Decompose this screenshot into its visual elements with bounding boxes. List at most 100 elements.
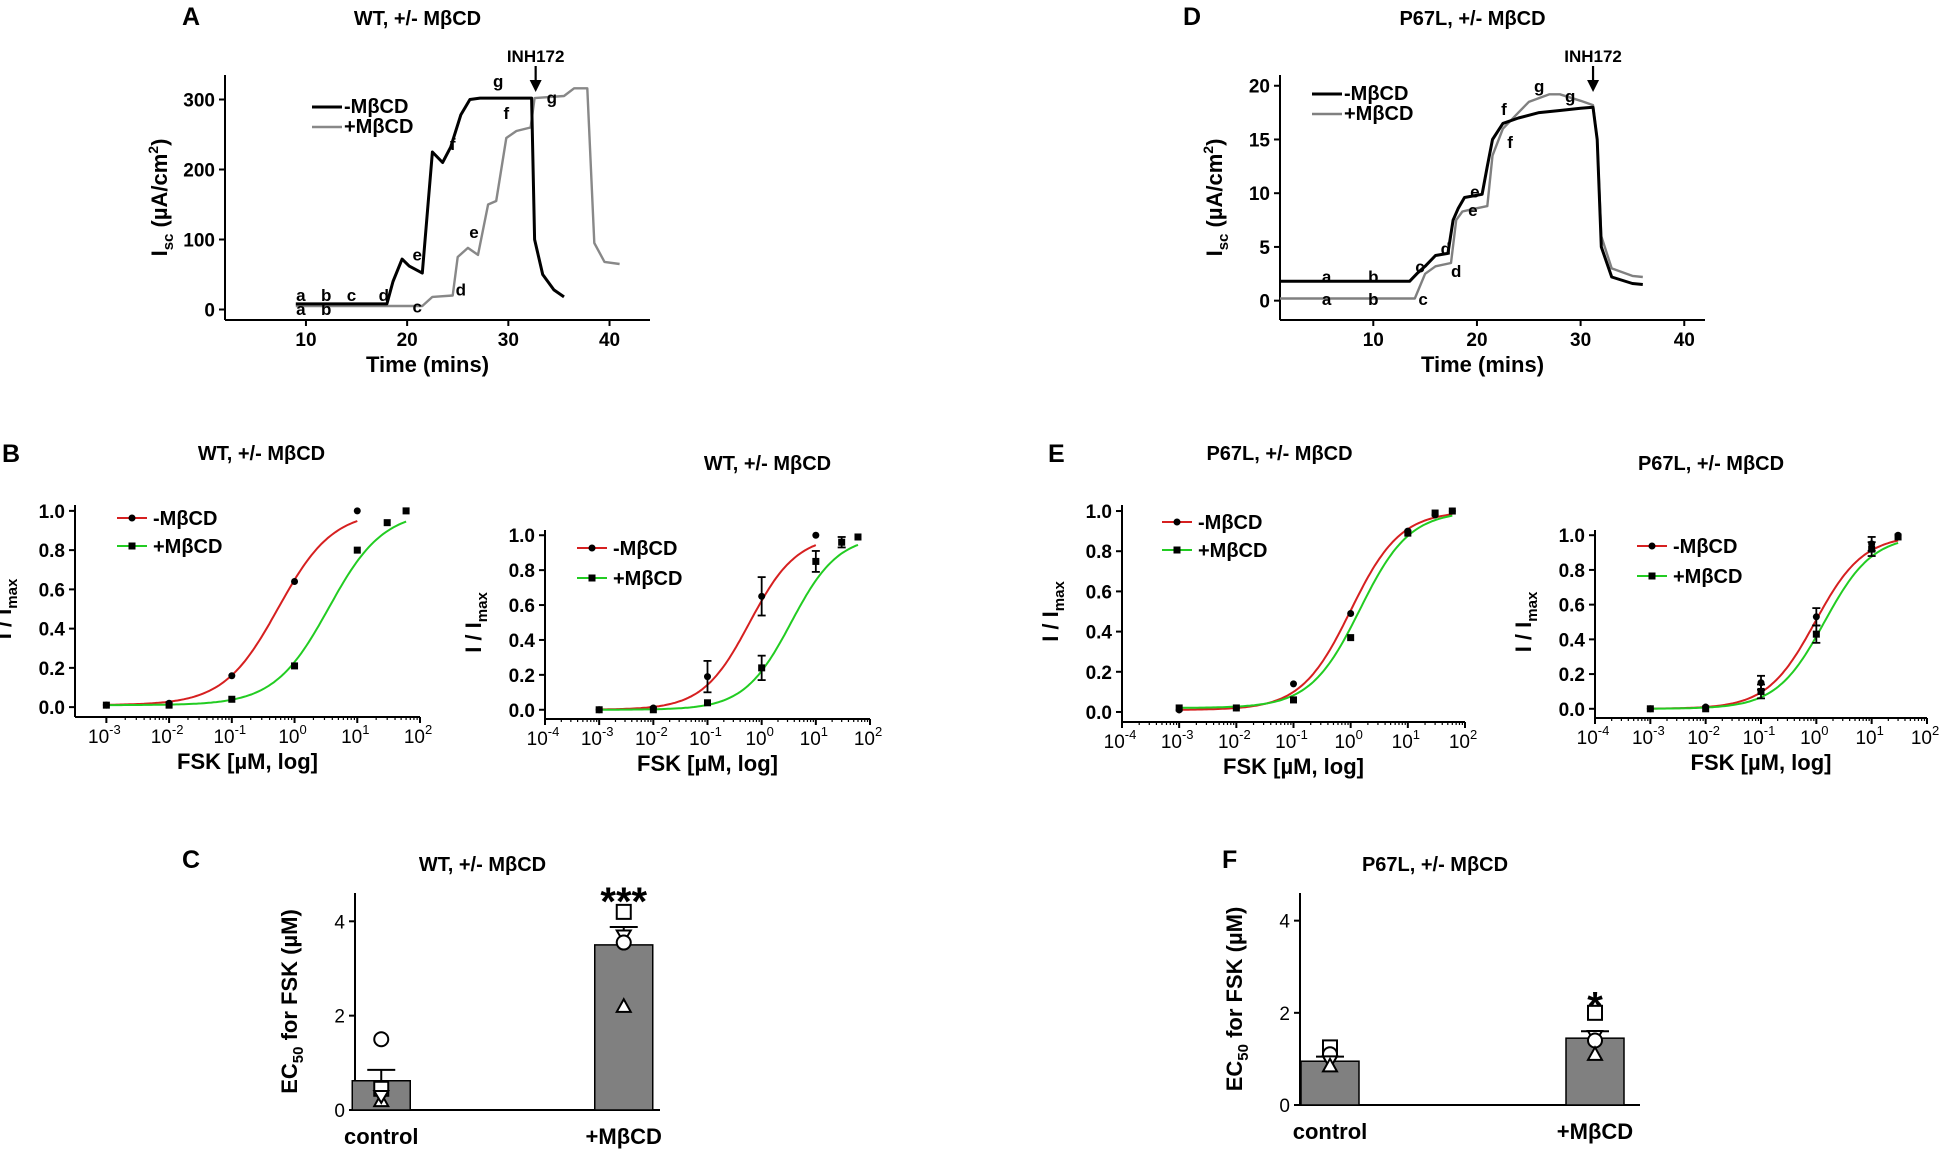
replicate-point-triangle (1321, 1056, 1339, 1073)
legend-entry: -MβCD (1673, 536, 1737, 558)
x-tick-label: 100 (1334, 727, 1362, 753)
data-point-plus-mbcd (1175, 704, 1183, 712)
y-label-main: I / I (1511, 622, 1536, 653)
legend-entry: +MβCD (1344, 103, 1413, 125)
y-axis-label: Isc (µA/cm2) (1200, 139, 1232, 257)
y-label-subscript: 50 (1235, 1044, 1252, 1061)
panel-label-c: C (182, 846, 200, 874)
tick-exponent: -2 (172, 722, 184, 737)
x-tick-label: 10-2 (1687, 723, 1720, 749)
y-axis-label: I / Imax (1038, 581, 1068, 642)
tick-base: 10 (88, 727, 109, 748)
x-axis-label: FSK [µM, log] (1223, 754, 1364, 779)
step-label-gray: f (503, 104, 509, 123)
y-label-superscript: 2 (145, 146, 161, 154)
replicate-point-circle (615, 934, 632, 951)
data-point-plus-mbcd (383, 519, 391, 527)
x-axis-label: Time (mins) (1421, 352, 1544, 377)
y-tick-label: 1.0 (1086, 502, 1112, 523)
y-label-subscript: sc (160, 234, 177, 251)
significance-marker: * (1587, 984, 1603, 1028)
step-label-gray: e (1468, 201, 1477, 220)
step-label-black: e (1470, 183, 1479, 202)
legend-marker (1648, 572, 1656, 580)
x-tick-label: 102 (854, 724, 882, 750)
panel-label-d: D (1183, 3, 1201, 31)
y-axis-label-text: I / Imax (1511, 591, 1541, 652)
data-point-plus-mbcd (758, 664, 766, 672)
tick-exponent: 0 (1356, 727, 1363, 742)
bar-mbcd (594, 944, 654, 1111)
data-point-plus-mbcd (102, 701, 110, 709)
legend-marker (1173, 518, 1181, 526)
y-label-subscript: 50 (290, 1047, 307, 1064)
data-point-plus-mbcd (1347, 634, 1355, 642)
fit-curve-plus-mbcd (599, 543, 859, 711)
step-label-gray: a (1322, 290, 1332, 309)
x-tick-label: 10-4 (1104, 727, 1137, 753)
tick-exponent: -4 (548, 724, 560, 739)
y-tick-label: 0 (1279, 1096, 1290, 1117)
tick-base: 10 (689, 729, 710, 750)
legend-marker (128, 514, 136, 522)
y-tick-label: 0.6 (1559, 596, 1585, 617)
step-label-black: g (493, 72, 503, 91)
y-tick-label: 0.8 (39, 541, 65, 562)
legend-entry: +MβCD (1198, 540, 1267, 562)
x-tick-label: 100 (278, 722, 306, 748)
x-tick-label: 100 (745, 724, 773, 750)
tick-exponent: 2 (425, 722, 432, 737)
step-label-gray: g (1534, 77, 1544, 96)
replicate-point-triangle (1586, 1045, 1604, 1061)
data-point-plus-mbcd (228, 695, 236, 703)
y-label-superscript: 2 (1200, 146, 1216, 154)
data-point-plus-mbcd (1812, 630, 1820, 638)
y-tick-label: 0.0 (509, 701, 535, 722)
y-label-main: I / I (461, 622, 486, 653)
x-tick-label: 10-3 (581, 724, 614, 750)
tick-base: 10 (1911, 728, 1932, 749)
data-point-plus-mbcd (595, 706, 603, 714)
replicate-point-square (1587, 1004, 1603, 1021)
x-tick-label: 10-2 (635, 724, 668, 750)
y-tick-label: 5 (1259, 238, 1270, 259)
y-tick-label: 0.4 (1559, 630, 1586, 651)
y-axis-label: EC50 for FSK (µM) (1222, 907, 1252, 1092)
replicate-point-square (615, 903, 632, 920)
legend-marker (588, 574, 596, 582)
step-label-gray: c (1418, 290, 1427, 309)
step-label-black: d (1441, 239, 1451, 258)
chart-title: P67L, +/- MβCD (1399, 8, 1545, 30)
data-point-minus-mbcd (353, 507, 361, 515)
tick-base: 10 (800, 729, 821, 750)
x-tick-label: 30 (498, 330, 519, 351)
tick-exponent: 1 (821, 724, 828, 739)
step-label-gray: b (1368, 290, 1378, 309)
tick-base: 10 (341, 727, 362, 748)
y-axis-label-text: I / Imax (0, 578, 21, 639)
data-point-minus-mbcd (1290, 680, 1297, 688)
tick-base: 10 (1577, 728, 1598, 749)
y-tick-label: 2 (1279, 1004, 1290, 1025)
tick-base: 10 (1218, 732, 1239, 753)
tick-exponent: -1 (1296, 727, 1308, 742)
x-tick-label: 10 (295, 330, 316, 351)
significance-marker: *** (600, 880, 647, 924)
y-label-unit: (µA/cm (1202, 154, 1227, 234)
tick-base: 10 (404, 727, 425, 748)
y-axis-label-text: Isc (µA/cm2) (145, 139, 177, 257)
legend-entry: +MβCD (1673, 566, 1742, 588)
y-tick-label: 15 (1249, 130, 1271, 151)
y-tick-label: 0.0 (39, 698, 65, 719)
y-label-main: EC (277, 1063, 302, 1094)
y-label-subscript: max (474, 592, 491, 623)
x-tick-label: 30 (1570, 330, 1591, 351)
y-tick-label: 0 (204, 301, 215, 322)
step-label-gray: f (1507, 133, 1513, 152)
tick-base: 10 (1632, 728, 1653, 749)
y-axis-label-text: I / Imax (461, 592, 491, 653)
tick-base: 10 (1743, 728, 1764, 749)
chart-a-time-course: WT, +/- MβCD 0 100 200 300 10 20 30 40 Time (mins… (145, 8, 650, 377)
